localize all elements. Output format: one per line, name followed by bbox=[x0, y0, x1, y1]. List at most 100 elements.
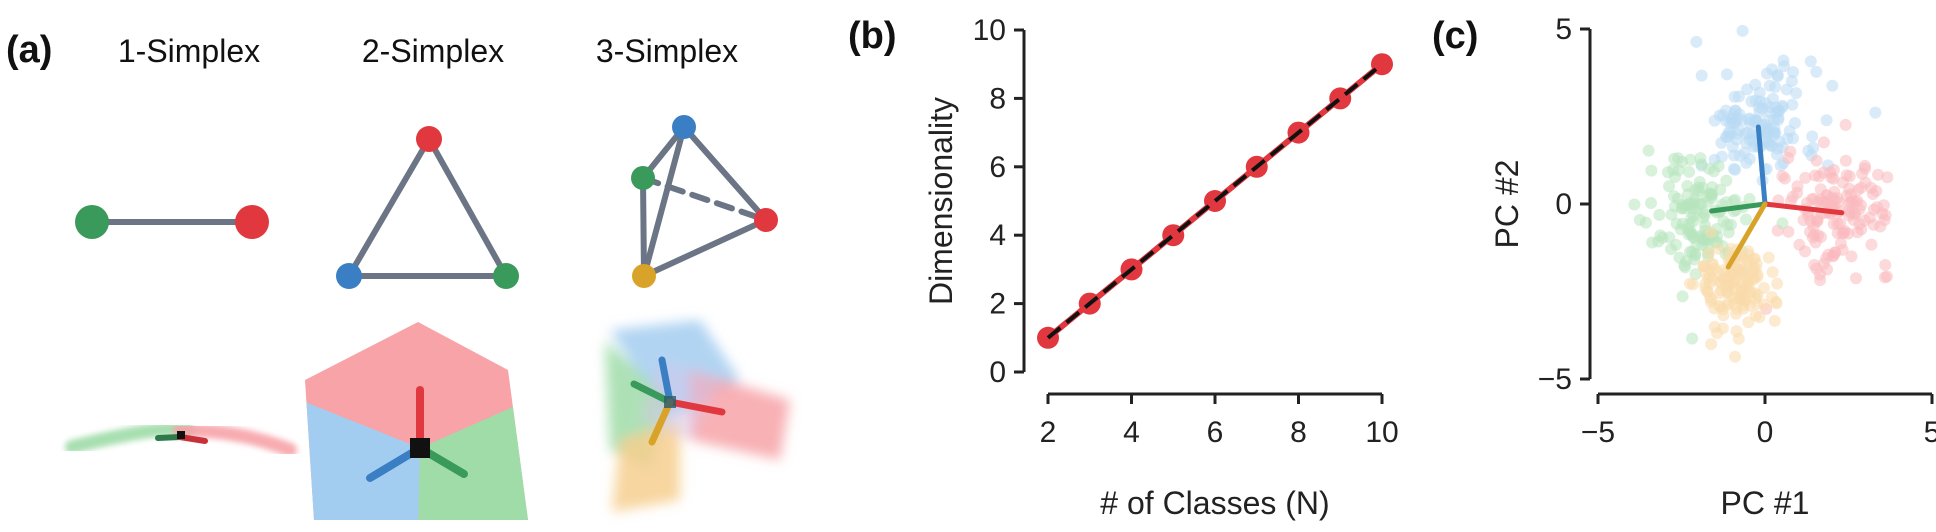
scatter-point bbox=[1812, 229, 1825, 242]
scatter-point bbox=[1842, 227, 1855, 240]
two-simplex-edges bbox=[346, 136, 509, 279]
scatter-point bbox=[1839, 118, 1852, 131]
scatter-point bbox=[1817, 195, 1830, 208]
scatter-point bbox=[1708, 302, 1721, 315]
scatter-point bbox=[1644, 197, 1657, 210]
scatter-point bbox=[1808, 228, 1821, 241]
scatter-point bbox=[1729, 163, 1742, 176]
scatter-point bbox=[1733, 289, 1746, 302]
scatter-point bbox=[1730, 133, 1743, 146]
scatter-point bbox=[1831, 227, 1844, 240]
scatter-point bbox=[1740, 156, 1753, 169]
scatter-point bbox=[1673, 251, 1686, 264]
scatter-point bbox=[1695, 159, 1708, 172]
scatter-point bbox=[1879, 259, 1892, 272]
panel-c-label: (c) bbox=[1432, 15, 1478, 57]
scatter-point bbox=[1669, 170, 1682, 183]
scatter-point bbox=[1848, 208, 1861, 221]
scatter-point bbox=[1676, 198, 1689, 211]
scatter-point bbox=[1711, 236, 1724, 249]
scatter-point bbox=[1764, 139, 1777, 152]
scatter-point bbox=[1730, 127, 1743, 140]
scatter-point bbox=[1680, 199, 1693, 212]
scatter-point bbox=[1763, 79, 1776, 92]
scatter-point bbox=[1820, 114, 1833, 127]
scatter-point bbox=[1749, 78, 1762, 91]
scatter-point bbox=[1670, 238, 1683, 251]
scatter-point bbox=[1760, 136, 1773, 149]
scatter-point bbox=[1689, 192, 1702, 205]
scatter-point bbox=[1708, 320, 1721, 333]
scatter-point bbox=[1844, 196, 1857, 209]
scatter-point bbox=[1802, 209, 1815, 222]
scatter-point bbox=[1688, 231, 1701, 244]
scatter-point bbox=[1708, 114, 1721, 127]
scatter-point bbox=[1836, 176, 1849, 189]
scatter-point bbox=[1802, 144, 1815, 157]
scatter-point bbox=[1720, 196, 1733, 209]
scatter-point bbox=[1858, 214, 1871, 227]
three-simplex-edge bbox=[641, 217, 769, 279]
scatter-point bbox=[1722, 285, 1735, 298]
scatter-point bbox=[1690, 239, 1703, 252]
scatter-point bbox=[1742, 253, 1755, 266]
scatter-point bbox=[1836, 243, 1849, 256]
scatter-point bbox=[1701, 285, 1714, 298]
scatter-point bbox=[1696, 239, 1709, 252]
scatter-point bbox=[1727, 280, 1740, 293]
three-simplex-vertex-blue bbox=[672, 115, 696, 139]
scatter-point bbox=[1685, 227, 1698, 240]
scatter-point bbox=[1771, 224, 1784, 237]
scatter-point bbox=[1769, 295, 1782, 308]
scatter-point bbox=[1739, 294, 1752, 307]
scatter-point bbox=[1716, 109, 1729, 122]
scatter-point bbox=[1703, 231, 1716, 244]
scatter-point bbox=[1845, 250, 1858, 263]
scatter-point bbox=[1705, 188, 1718, 201]
scatter-point bbox=[1711, 266, 1724, 279]
scatter-point bbox=[1746, 273, 1759, 286]
scatter-point bbox=[1718, 273, 1731, 286]
scatter-point bbox=[1855, 223, 1868, 236]
scatter-point bbox=[1683, 277, 1696, 290]
scatter-point bbox=[1847, 214, 1860, 227]
scatter-point bbox=[1849, 272, 1862, 285]
scatter-point bbox=[1702, 246, 1715, 259]
y-axis-label: Dimensionality bbox=[923, 97, 959, 305]
scatter-point bbox=[1817, 166, 1830, 179]
scatter-point bbox=[1696, 233, 1709, 246]
scatter-point bbox=[1810, 154, 1823, 167]
scatter-point bbox=[1734, 261, 1747, 274]
scatter-point bbox=[1689, 268, 1702, 281]
scatter-point bbox=[1841, 189, 1854, 202]
scatter-point bbox=[1722, 274, 1735, 287]
scatter-point bbox=[1740, 137, 1753, 150]
scatter-point bbox=[1654, 229, 1667, 242]
x-tick-label: 10 bbox=[1365, 416, 1398, 449]
scatter-point bbox=[1691, 203, 1704, 216]
scatter-point bbox=[1760, 302, 1773, 315]
scatter-point bbox=[1697, 211, 1710, 224]
scatter-point bbox=[1807, 192, 1820, 205]
scatter-point bbox=[1739, 127, 1752, 140]
scatter-point bbox=[1715, 284, 1728, 297]
scatter-point bbox=[1721, 286, 1734, 299]
scatter-point bbox=[1739, 283, 1752, 296]
scatter-point bbox=[1683, 165, 1696, 178]
scatter-point bbox=[1729, 104, 1742, 117]
scatter-point bbox=[1821, 189, 1834, 202]
scatter-point bbox=[1876, 207, 1889, 220]
scatter-point bbox=[1661, 166, 1674, 179]
scatter-point bbox=[1747, 265, 1760, 278]
scatter-point bbox=[1787, 66, 1800, 79]
three-simplex-edge bbox=[640, 175, 647, 279]
scatter-point bbox=[1692, 181, 1705, 194]
scatter-point bbox=[1682, 228, 1695, 241]
scatter-point bbox=[1707, 165, 1720, 178]
scatter-point bbox=[1761, 114, 1774, 127]
y-tick-label: 10 bbox=[973, 14, 1006, 47]
scatter-point bbox=[1745, 266, 1758, 279]
scatter-point bbox=[1742, 248, 1755, 261]
scatter-point bbox=[1747, 262, 1760, 275]
scatter-point bbox=[1872, 168, 1885, 181]
